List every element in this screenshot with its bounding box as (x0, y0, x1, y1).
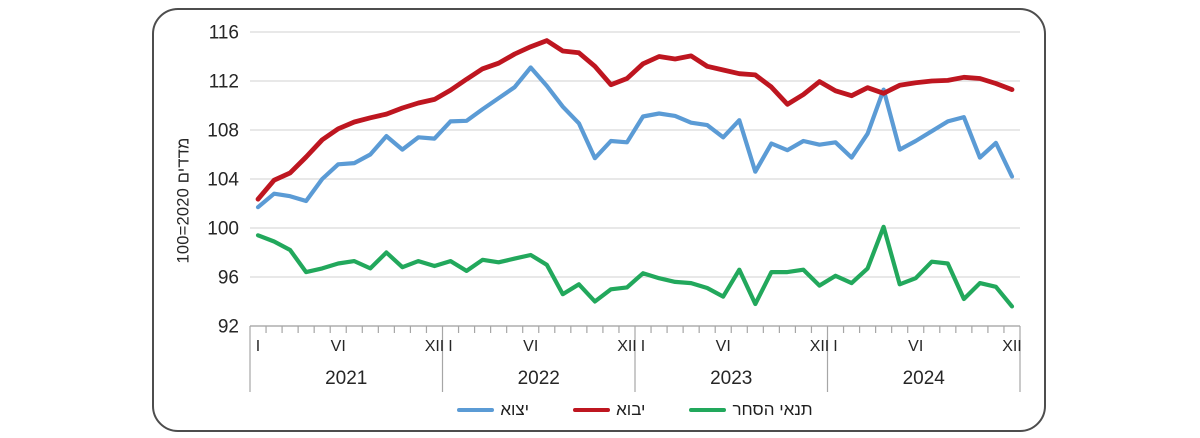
x-axis-ticks (249, 326, 1021, 392)
month-tick-label: I (833, 338, 837, 355)
month-tick-label: XII (617, 338, 637, 355)
y-tick-label: 92 (218, 317, 239, 338)
exports-line-swatch (457, 407, 495, 413)
month-tick-label: VI (716, 338, 731, 355)
legend-item-exports: יצוא (457, 400, 529, 420)
y-tick-label: 112 (209, 72, 239, 93)
chart-card: 116 112 108 104 100 96 92 I VI XII I VI XII I VI XII I VI… (152, 8, 1046, 432)
y-tick-label: 116 (209, 23, 239, 44)
legend-label-exports: יצוא (500, 400, 530, 419)
legend-label-imports: יבוא (616, 400, 646, 419)
chart-legend: יצוא יבוא תנאי הסחר (250, 398, 1020, 422)
legend-item-terms-of-trade: תנאי הסחר (689, 400, 813, 420)
year-label: 2022 (518, 368, 560, 389)
legend-label-terms-of-trade: תנאי הסחר (732, 400, 813, 419)
month-tick-label: XII (425, 338, 445, 355)
year-labels: 2021 2022 2023 2024 (325, 368, 945, 389)
month-tick-label: I (448, 338, 452, 355)
imports-line-swatch (573, 407, 611, 413)
month-tick-label: I (641, 338, 645, 355)
y-tick-label: 96 (218, 268, 239, 289)
legend-item-imports: יבוא (573, 400, 645, 420)
year-label: 2023 (710, 368, 752, 389)
month-tick-label: XII (810, 338, 830, 355)
terms-of-trade-line-swatch (689, 407, 727, 413)
month-tick-label: VI (523, 338, 538, 355)
terms-of-trade-line (255, 224, 1015, 309)
y-tick-label: 100 (207, 219, 239, 240)
y-tick-label: 104 (207, 170, 239, 191)
month-tick-label: XII (1002, 338, 1022, 355)
month-tick-label: I (256, 338, 260, 355)
imports-line (255, 38, 1015, 202)
exports-line (255, 65, 1015, 210)
month-tick-label: VI (908, 338, 923, 355)
month-tick-label: VI (331, 338, 346, 355)
year-label: 2021 (325, 368, 367, 389)
month-tick-labels: I VI XII I VI XII I VI XII I VI XII (256, 338, 1022, 355)
y-tick-labels: 116 112 108 104 100 96 92 (207, 23, 239, 338)
y-tick-label: 108 (207, 121, 239, 142)
year-label: 2024 (903, 368, 946, 389)
y-axis-title-text: מדדים 2020=100 (174, 136, 193, 264)
